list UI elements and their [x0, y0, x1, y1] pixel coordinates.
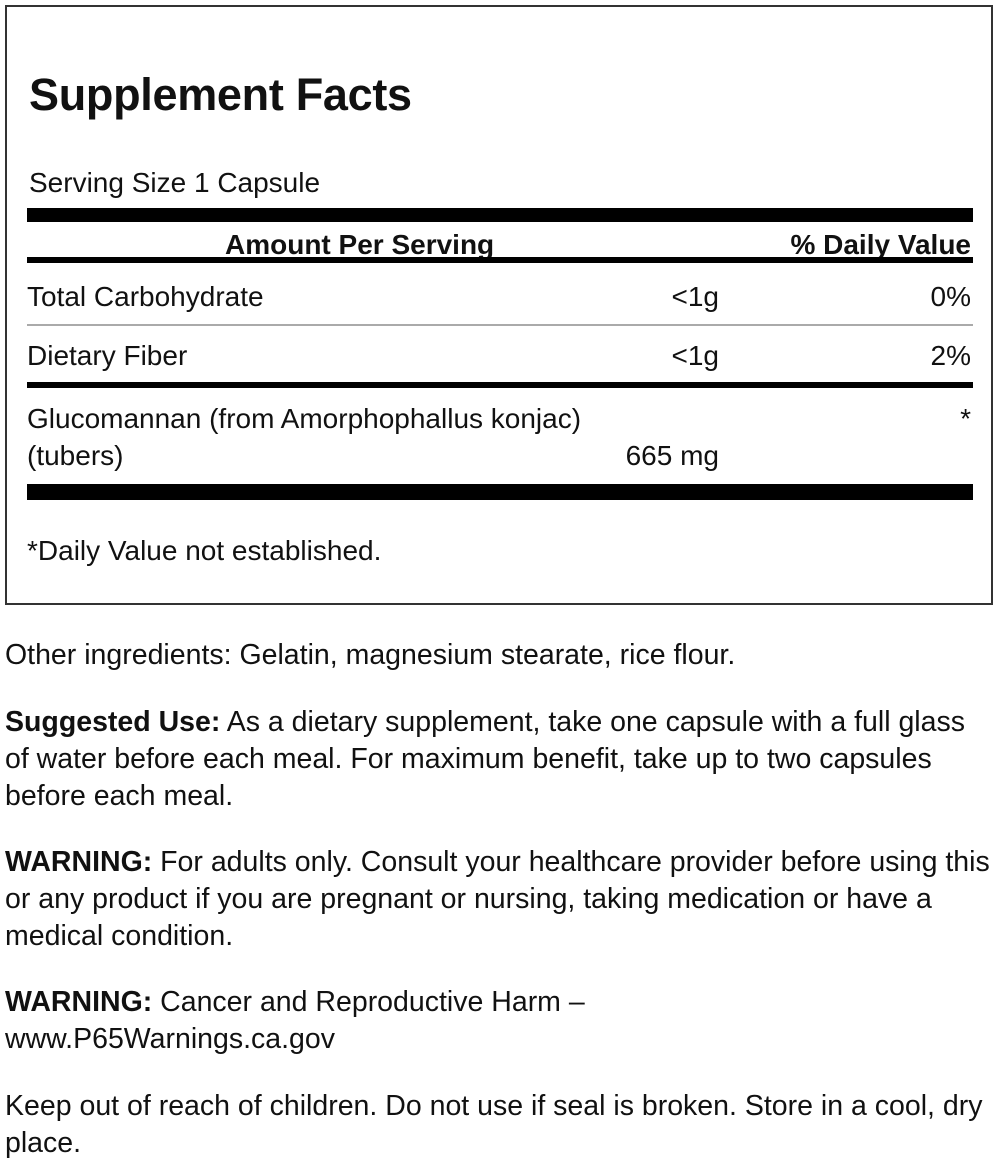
- thick-divider: [27, 208, 973, 222]
- warning-prop65: WARNING: Cancer and Reproductive Harm – w…: [5, 984, 990, 1058]
- row-name: Dietary Fiber: [27, 340, 188, 371]
- other-ingredients: Other ingredients: Gelatin, magnesium st…: [5, 639, 736, 671]
- header-daily-value: % Daily Value: [790, 229, 971, 260]
- serving-size: Serving Size 1 Capsule: [29, 167, 321, 198]
- warning-text: Cancer and Reproductive Harm –: [152, 986, 585, 1018]
- divider: [27, 382, 973, 388]
- supplement-facts-panel: Supplement Facts Serving Size 1 Capsule …: [5, 5, 993, 605]
- footnote: *Daily Value not established.: [27, 535, 382, 566]
- row-dv: 2%: [930, 340, 971, 371]
- thin-divider: [27, 324, 973, 326]
- row-name: Total Carbohydrate: [27, 281, 264, 312]
- warning-label: WARNING:: [5, 986, 153, 1018]
- row-amount: <1g: [671, 340, 720, 371]
- suggested-use-label: Suggested Use:: [5, 706, 221, 738]
- suggested-use-text: As a dietary supplement, take one capsul…: [5, 706, 965, 812]
- divider: [27, 257, 973, 263]
- warning-label: WARNING:: [5, 846, 153, 878]
- row-name-cont: (tubers): [27, 440, 124, 471]
- row-amount: 665 mg: [625, 440, 719, 471]
- row-name: Glucomannan (from Amorphophallus konjac): [27, 403, 582, 434]
- row-dv: *: [960, 403, 971, 434]
- suggested-use: Suggested Use: As a dietary supplement, …: [5, 704, 990, 815]
- header-amount: Amount Per Serving: [225, 229, 495, 260]
- storage-instructions: Keep out of reach of children. Do not us…: [5, 1090, 983, 1159]
- warning-url: www.P65Warnings.ca.gov: [5, 1023, 336, 1055]
- thick-divider: [27, 484, 973, 500]
- warning-adults: WARNING: For adults only. Consult your h…: [5, 844, 990, 955]
- panel-title: Supplement Facts: [29, 69, 412, 120]
- row-amount: <1g: [671, 281, 720, 312]
- row-dv: 0%: [930, 281, 971, 312]
- warning-text: For adults only. Consult your healthcare…: [5, 846, 990, 952]
